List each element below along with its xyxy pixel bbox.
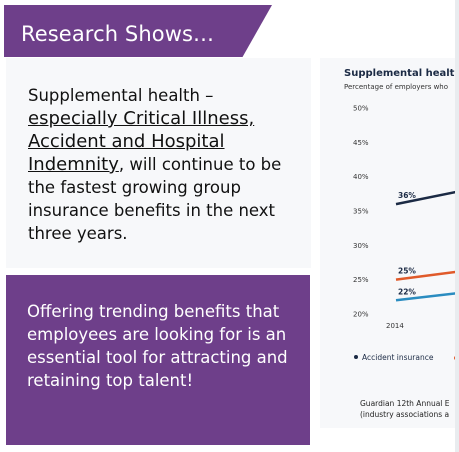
line-chart: 50% 45% 40% 35% 30% 25% 20% 2014 36% 25% 22% bbox=[353, 105, 459, 330]
chart-title: Supplemental health bbox=[344, 68, 459, 79]
intro-line1: Supplemental health – bbox=[28, 86, 214, 105]
callout-text: Offering trending benefits that employee… bbox=[27, 302, 288, 390]
y-tick-label: 35% bbox=[353, 208, 369, 216]
series-line bbox=[395, 270, 459, 281]
intro-emphasis: especially Critical Illness, Accident an… bbox=[28, 108, 255, 175]
legend-label-accident: Accident insurance bbox=[362, 353, 434, 362]
y-tick-label: 40% bbox=[353, 173, 369, 181]
data-label: 25% bbox=[398, 267, 416, 276]
intro-panel bbox=[6, 58, 311, 268]
source-line-1: Guardian 12th Annual E bbox=[360, 399, 450, 408]
header-title: Research Shows… bbox=[21, 22, 215, 46]
legend-item-accident: Accident insurance bbox=[354, 353, 433, 362]
callout-box: Offering trending benefits that employee… bbox=[6, 275, 310, 445]
y-tick-label: 50% bbox=[353, 105, 369, 113]
source-line-2: (industry associations a bbox=[360, 410, 450, 419]
header-banner: Research Shows… bbox=[4, 5, 272, 57]
chart-subtitle: Percentage of employers who bbox=[344, 83, 449, 91]
legend-dot-accident bbox=[354, 355, 358, 359]
y-tick-label: 30% bbox=[353, 242, 369, 250]
series-line bbox=[395, 190, 459, 206]
y-tick-label: 20% bbox=[353, 311, 369, 319]
y-tick-label: 45% bbox=[353, 139, 369, 147]
series-line bbox=[395, 291, 459, 302]
data-label: 22% bbox=[398, 287, 416, 296]
intro-rest: , will continue to be the fastest growin… bbox=[28, 155, 282, 243]
data-label: 36% bbox=[398, 191, 416, 200]
intro-text: Supplemental health – especially Critica… bbox=[28, 84, 298, 245]
right-edge-border bbox=[455, 0, 459, 452]
x-tick-label: 2014 bbox=[386, 322, 404, 330]
y-tick-label: 25% bbox=[353, 276, 369, 284]
chart-panel: Supplemental health Percentage of employ… bbox=[320, 58, 459, 428]
